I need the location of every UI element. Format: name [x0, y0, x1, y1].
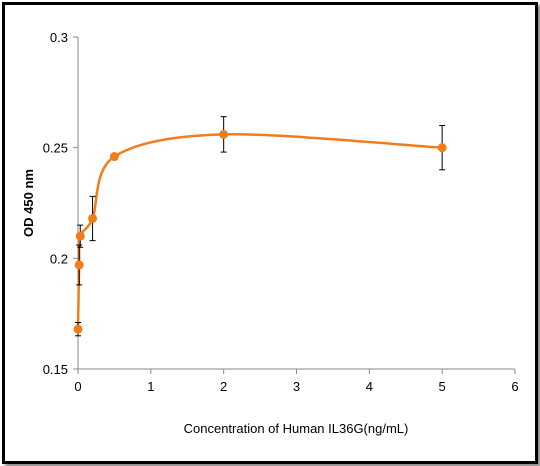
ticks: 0.15 0.2 0.25 0.3 0 1 2 3 4 5 6: [43, 30, 519, 394]
y-tick-label: 0.2: [50, 251, 68, 266]
data-points: [73, 129, 447, 334]
data-point: [109, 152, 119, 162]
y-axis-label: OD 450 nm: [21, 169, 36, 237]
x-tick-label: 2: [220, 379, 227, 394]
data-point: [75, 231, 85, 241]
fit-curve: [76, 133, 443, 330]
x-axis-label: Concentration of Human IL36G(ng/mL): [184, 421, 409, 436]
x-tick-label: 0: [74, 379, 81, 394]
x-tick-label: 3: [293, 379, 300, 394]
fit-curve-layer: [76, 133, 443, 330]
y-tick-label: 0.3: [50, 30, 68, 45]
data-point: [88, 213, 98, 223]
x-tick-label: 5: [439, 379, 446, 394]
data-point: [437, 143, 447, 153]
y-tick-label: 0.25: [43, 141, 68, 156]
x-tick-label: 1: [147, 379, 154, 394]
data-point: [74, 260, 84, 270]
data-point: [73, 324, 83, 334]
data-point: [219, 129, 229, 139]
axes: [77, 37, 515, 370]
x-tick-label: 6: [511, 379, 518, 394]
x-tick-label: 4: [366, 379, 373, 394]
y-tick-label: 0.15: [43, 362, 68, 377]
